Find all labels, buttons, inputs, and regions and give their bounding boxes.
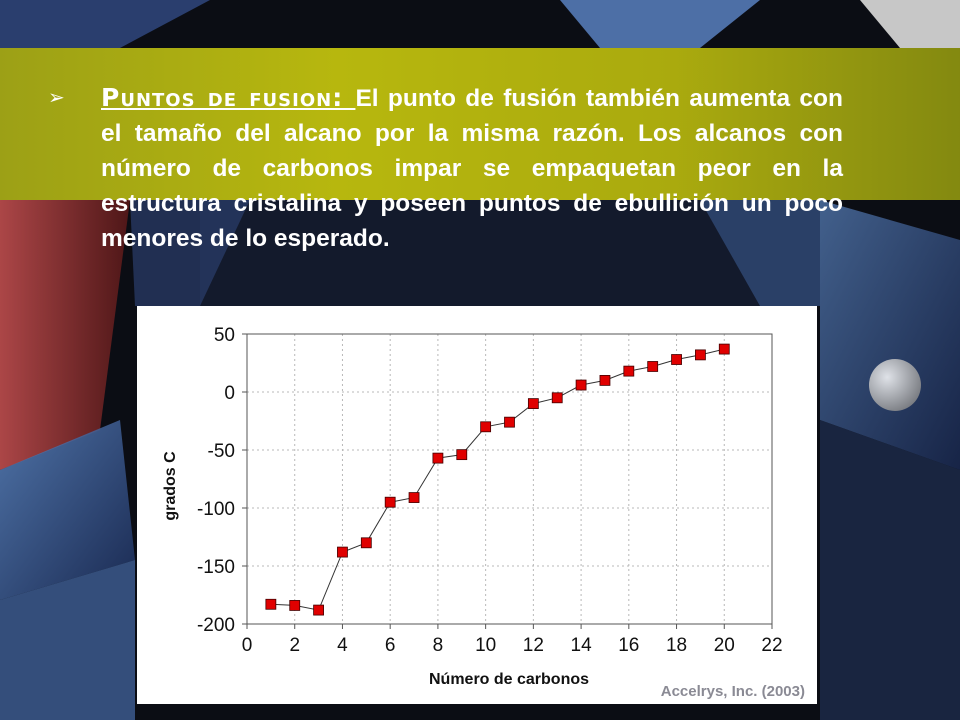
data-point-marker <box>432 452 444 464</box>
melting-point-chart: 50 0 -50 -100 -150 -200 0 2 4 6 8 10 12 14 16 18 20 22 N… <box>162 325 783 688</box>
y-axis-ticks: 50 0 -50 -100 -150 -200 <box>197 325 247 636</box>
data-point-marker <box>551 392 563 404</box>
data-point-marker <box>599 375 611 386</box>
y-tick-label: 0 <box>224 383 235 404</box>
x-tick-label: 12 <box>523 635 544 656</box>
data-point-marker <box>527 398 539 409</box>
bullet-paragraph: Puntos de fusion: El punto de fusión tam… <box>101 80 843 256</box>
y-axis-title: grados C <box>162 451 179 521</box>
y-tick-label: -50 <box>208 441 235 462</box>
data-point-marker <box>695 349 706 361</box>
data-point-marker <box>647 361 659 372</box>
series-melting-point <box>265 343 730 616</box>
x-tick-label: 18 <box>666 635 687 656</box>
title-highlight-band <box>0 48 960 200</box>
data-point-marker <box>384 496 396 508</box>
data-point-marker <box>480 421 492 433</box>
image-credit: Accelrys, Inc. (2003) <box>660 683 805 700</box>
data-point-marker <box>408 492 420 503</box>
data-point-marker <box>456 449 468 461</box>
y-tick-label: -200 <box>197 615 235 636</box>
chart-panel: 50 0 -50 -100 -150 -200 0 2 4 6 8 10 12 14 16 18 20 22 N… <box>137 306 817 704</box>
data-point-marker <box>504 416 515 428</box>
data-point-marker <box>575 379 587 391</box>
data-point-marker <box>265 598 277 610</box>
data-point-marker <box>623 365 635 377</box>
x-tick-label: 20 <box>714 635 735 656</box>
data-point-marker <box>337 546 348 558</box>
x-tick-label: 0 <box>242 635 253 656</box>
series-line <box>270 348 725 611</box>
data-point-marker <box>671 354 682 365</box>
data-point-marker <box>289 600 301 611</box>
x-axis-title: Número de carbonos <box>429 671 589 688</box>
y-tick-label: -100 <box>197 499 235 520</box>
data-point-marker <box>313 604 324 616</box>
x-tick-label: 22 <box>761 635 782 656</box>
x-axis-ticks: 0 2 4 6 8 10 12 14 16 18 20 22 <box>242 624 783 656</box>
data-point-marker <box>718 343 730 355</box>
x-tick-label: 8 <box>433 635 444 656</box>
x-tick-label: 16 <box>618 635 639 656</box>
paragraph-heading: Puntos de fusion: <box>101 83 356 112</box>
x-tick-label: 6 <box>385 635 396 656</box>
x-tick-label: 2 <box>289 635 300 656</box>
y-tick-label: 50 <box>214 325 235 346</box>
arrow-right-bullet-icon: ➢ <box>48 85 65 109</box>
x-tick-label: 4 <box>337 635 348 656</box>
data-point-marker <box>360 537 372 549</box>
x-tick-label: 10 <box>475 635 496 656</box>
x-tick-label: 14 <box>571 635 593 656</box>
plot-frame <box>246 333 773 625</box>
paragraph-body: El punto de fusión también aumenta con e… <box>101 85 843 252</box>
chart-grid <box>246 333 773 625</box>
y-tick-label: -150 <box>197 557 235 578</box>
